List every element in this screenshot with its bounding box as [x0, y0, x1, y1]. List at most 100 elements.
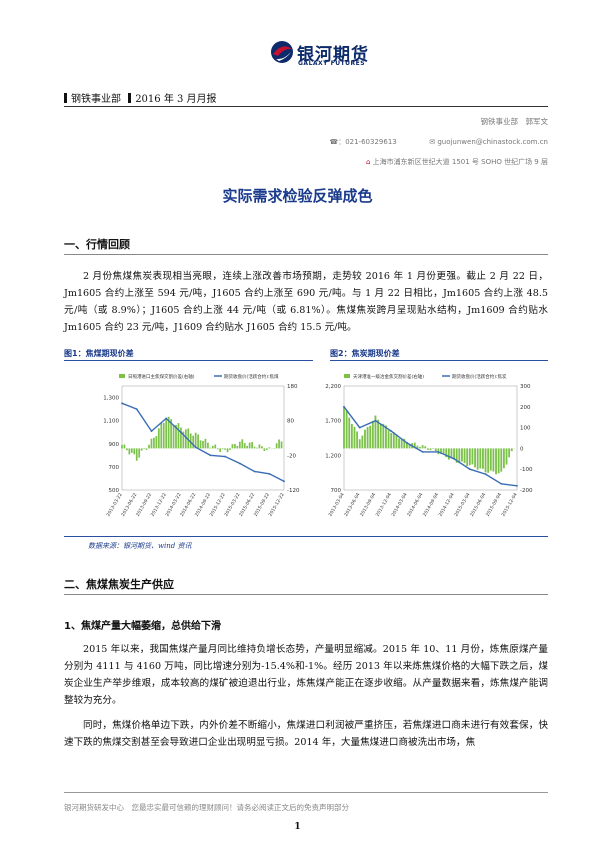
- spread-bar: [231, 444, 234, 449]
- spread-bar: [455, 448, 458, 463]
- spread-bar: [226, 448, 229, 453]
- price-point: [135, 408, 138, 411]
- spread-bar: [403, 438, 406, 449]
- x-tick-label: 2014-12-04: [438, 492, 456, 518]
- y-left-tick-label: 500: [109, 488, 120, 494]
- report-date: 2016 年 3 月月报: [135, 94, 217, 105]
- spread-bar: [356, 431, 359, 449]
- legend-bar-swatch: [119, 374, 125, 378]
- y-right-tick-label: 0: [520, 446, 524, 452]
- spread-bar: [364, 429, 366, 449]
- x-tick-label: 2015-06-04: [469, 492, 487, 518]
- spread-bar: [150, 438, 153, 449]
- chart-coking-coal-spread: 日照港进口主焦煤交割价差(右轴) 期货收盘价(活跃合约):焦煤 1,300 1,1…: [103, 373, 300, 518]
- spread-bar: [510, 448, 513, 452]
- y-left-tick-label: 900: [109, 442, 120, 448]
- spread-bar: [413, 442, 416, 449]
- email-icon: ✉: [429, 138, 436, 146]
- x-tick-label: 2013-03-04: [327, 492, 345, 518]
- spread-bar: [258, 444, 261, 449]
- spread-bar: [377, 419, 379, 449]
- y-left-tick-label: 1,100: [103, 419, 119, 425]
- price-point: [150, 430, 153, 432]
- address: 上海市浦东新区世纪大道 1501 号 SOHO 世纪广场 9 层: [372, 158, 548, 166]
- price-point: [121, 402, 123, 405]
- x-tick-label: 2014-03-04: [390, 492, 408, 518]
- company-logo: 银河期货 GALAXY FUTURES: [270, 40, 390, 72]
- figure-2-caption: 图2：焦炭期现价差: [330, 349, 400, 358]
- price-point: [421, 450, 424, 453]
- spread-bar: [243, 443, 246, 449]
- y-right-tick-label: 200: [520, 405, 531, 411]
- y-right-tick-label: 300: [520, 384, 531, 390]
- price-line: [121, 402, 285, 482]
- figure-bottom-rule: [64, 536, 548, 537]
- price-point: [283, 480, 285, 483]
- spread-bar: [505, 448, 508, 465]
- chart-coke-spread: 天津港准一级冶金焦交割价差(右轴) 期货收盘价(活跃合约):焦炭 2,200 1,…: [325, 373, 533, 518]
- y-left-tick-label: 2,200: [325, 384, 341, 390]
- price-point: [437, 450, 440, 453]
- spread-bar: [390, 432, 393, 449]
- spread-bar: [447, 448, 450, 460]
- spread-bar: [358, 439, 361, 449]
- spread-bar: [172, 424, 175, 449]
- spread-bar: [458, 448, 461, 464]
- email: guojunwen@chinastock.com.cn: [437, 138, 548, 146]
- spread-bar: [419, 446, 421, 449]
- home-icon: ⌂: [365, 158, 371, 166]
- spread-bar: [476, 448, 479, 470]
- spread-bar: [398, 438, 400, 449]
- spread-bar: [471, 448, 474, 465]
- y-right-tick-label: 100: [520, 426, 531, 432]
- spread-bar: [450, 448, 453, 459]
- spread-bar: [405, 442, 408, 449]
- x-tick-label: 2014-06-04: [406, 492, 424, 518]
- price-point: [180, 431, 182, 434]
- spread-bar: [278, 439, 280, 449]
- price-point: [238, 462, 241, 465]
- x-tick-label: 2013-06-04: [343, 492, 361, 518]
- spread-bar: [392, 432, 395, 449]
- legend-series-1: 天津港准一级冶金焦交割价差(右轴): [353, 373, 424, 380]
- legend-series-1: 日照港进口主焦煤交割价差(右轴): [128, 373, 195, 380]
- spread-bar: [219, 448, 222, 453]
- spread-bar: [133, 448, 136, 455]
- spread-bar: [192, 435, 195, 449]
- spread-bar: [369, 425, 372, 449]
- contact-line: ☎：021-60329613 ✉ guojunwen@chinastock.co…: [330, 137, 549, 147]
- spread-bar: [416, 445, 419, 449]
- price-point: [268, 472, 271, 475]
- spread-bar: [177, 423, 180, 449]
- paragraph-market-review: 2 月份焦煤焦炭表现相当亮眼，连续上涨改善市场预期，走势较 2016 年 1 月…: [64, 271, 548, 333]
- bar-marker-icon: [64, 93, 67, 103]
- spread-bar: [421, 445, 424, 449]
- price-point: [374, 419, 377, 422]
- spread-bar: [211, 445, 214, 449]
- spread-bar: [445, 448, 448, 458]
- price-point: [484, 473, 487, 475]
- phone: ☎：021-60329613: [329, 138, 397, 146]
- price-point: [516, 484, 518, 487]
- spread-bar: [400, 439, 403, 449]
- spread-bar: [508, 448, 511, 458]
- spread-bar: [350, 423, 353, 449]
- y-right-tick-label: -120: [287, 488, 300, 494]
- spread-bar: [345, 410, 348, 449]
- spread-bar: [387, 430, 390, 449]
- spread-bar: [280, 441, 283, 449]
- spread-bar: [261, 446, 263, 449]
- price-point: [406, 441, 408, 444]
- spread-bar: [140, 448, 143, 451]
- spread-bar: [184, 429, 187, 449]
- spread-bar: [162, 422, 165, 449]
- spread-bar: [434, 448, 437, 452]
- price-point: [390, 430, 393, 432]
- spread-bar: [256, 447, 258, 449]
- spread-bar: [263, 448, 266, 451]
- figure-2-rule: [330, 360, 548, 361]
- y-left-tick-label: 1,700: [325, 419, 341, 425]
- price-point: [253, 470, 256, 473]
- spread-bar: [187, 428, 190, 449]
- legend-series-2: 期货收盘价(活跃合约):焦煤: [224, 373, 279, 380]
